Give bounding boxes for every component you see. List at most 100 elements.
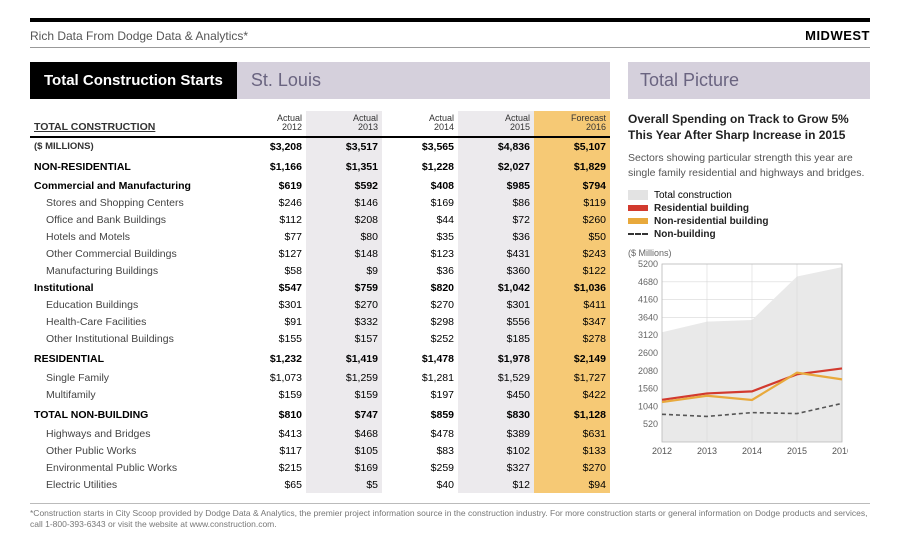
col-header-2015: Actual2015: [458, 111, 534, 137]
cell: $2,149: [534, 347, 610, 369]
row-label: Environmental Public Works: [30, 459, 230, 476]
cell: $105: [306, 442, 382, 459]
legend-swatch: [628, 205, 648, 211]
cell: $360: [458, 262, 534, 279]
legend-item: Non-residential building: [628, 216, 870, 227]
cell: $3,208: [230, 137, 306, 155]
table-row: Other Institutional Buildings$155$157$25…: [30, 330, 610, 347]
construction-table: TOTAL CONSTRUCTIONActual2012Actual2013 Ac…: [30, 111, 610, 493]
cell: $243: [534, 245, 610, 262]
svg-text:2016: 2016: [832, 446, 848, 456]
svg-text:2014: 2014: [742, 446, 762, 456]
row-label: Manufacturing Buildings: [30, 262, 230, 279]
cell: $112: [230, 211, 306, 228]
banner-title: Total Construction Starts: [30, 62, 237, 99]
cell: $270: [534, 459, 610, 476]
cell: $3,517: [306, 137, 382, 155]
cell: $411: [534, 296, 610, 313]
legend-swatch: [628, 233, 648, 235]
cell: $252: [382, 330, 458, 347]
cell: $1,042: [458, 279, 534, 296]
cell: $327: [458, 459, 534, 476]
legend-label: Non-building: [654, 229, 716, 240]
svg-text:1560: 1560: [638, 383, 658, 393]
cell: $44: [382, 211, 458, 228]
row-label: Multifamily: [30, 386, 230, 403]
svg-text:5200: 5200: [638, 260, 658, 269]
cell: $1,978: [458, 347, 534, 369]
legend-swatch: [628, 218, 648, 224]
legend-item: Total construction: [628, 190, 870, 201]
legend-label: Non-residential building: [654, 216, 768, 227]
row-label: RESIDENTIAL: [30, 347, 230, 369]
col-header-2016: Forecast2016: [534, 111, 610, 137]
cell: $3,565: [382, 137, 458, 155]
row-label: Other Institutional Buildings: [30, 330, 230, 347]
cell: $215: [230, 459, 306, 476]
row-label: Commercial and Manufacturing: [30, 177, 230, 194]
cell: $422: [534, 386, 610, 403]
cell: $102: [458, 442, 534, 459]
row-label: Electric Utilities: [30, 476, 230, 493]
svg-text:2012: 2012: [652, 446, 672, 456]
cell: $35: [382, 228, 458, 245]
cell: $9: [306, 262, 382, 279]
cell: $450: [458, 386, 534, 403]
cell: $431: [458, 245, 534, 262]
cell: $86: [458, 194, 534, 211]
cell: $208: [306, 211, 382, 228]
row-label: Other Commercial Buildings: [30, 245, 230, 262]
cell: $1,166: [230, 155, 306, 177]
legend-label: Residential building: [654, 203, 749, 214]
table-head-label: TOTAL CONSTRUCTION: [30, 111, 230, 137]
cell: $820: [382, 279, 458, 296]
svg-text:2013: 2013: [697, 446, 717, 456]
page: Rich Data From Dodge Data & Analytics* M…: [0, 0, 900, 540]
cell: $1,259: [306, 369, 382, 386]
cell: $547: [230, 279, 306, 296]
cell: $159: [230, 386, 306, 403]
cell: $985: [458, 177, 534, 194]
cell: $859: [382, 403, 458, 425]
cell: $1,829: [534, 155, 610, 177]
cell: $185: [458, 330, 534, 347]
cell: $556: [458, 313, 534, 330]
table-row: Single Family$1,073$1,259$1,281$1,529$1,…: [30, 369, 610, 386]
table-row: NON-RESIDENTIAL$1,166$1,351$1,228$2,027$…: [30, 155, 610, 177]
cell: $301: [230, 296, 306, 313]
cell: $1,419: [306, 347, 382, 369]
sidebar-headline: Overall Spending on Track to Grow 5% Thi…: [628, 111, 870, 143]
table-row: Other Commercial Buildings$127$148$123$4…: [30, 245, 610, 262]
sidebar-panel: Total Picture Overall Spending on Track …: [628, 62, 870, 493]
row-label: Highways and Bridges: [30, 425, 230, 442]
table-head: TOTAL CONSTRUCTIONActual2012Actual2013 Ac…: [30, 111, 610, 137]
cell: $133: [534, 442, 610, 459]
svg-text:4160: 4160: [638, 294, 658, 304]
cell: $117: [230, 442, 306, 459]
svg-text:4680: 4680: [638, 277, 658, 287]
table-row: Health-Care Facilities$91$332$298$556$34…: [30, 313, 610, 330]
cell: $1,128: [534, 403, 610, 425]
row-label: Hotels and Motels: [30, 228, 230, 245]
cell: $169: [382, 194, 458, 211]
cell: $80: [306, 228, 382, 245]
cell: $246: [230, 194, 306, 211]
table-row: Stores and Shopping Centers$246$146$169$…: [30, 194, 610, 211]
cell: $127: [230, 245, 306, 262]
row-label: Education Buildings: [30, 296, 230, 313]
col-header-2012: Actual2012: [230, 111, 306, 137]
table-row: Office and Bank Buildings$112$208$44$72$…: [30, 211, 610, 228]
svg-text:3640: 3640: [638, 312, 658, 322]
cell: $1,228: [382, 155, 458, 177]
cell: $91: [230, 313, 306, 330]
svg-text:1040: 1040: [638, 401, 658, 411]
table-row: Commercial and Manufacturing$619$592$408…: [30, 177, 610, 194]
row-label: Other Public Works: [30, 442, 230, 459]
col-header-2013: Actual2013: [306, 111, 382, 137]
row-label: ($ Millions): [30, 137, 230, 155]
svg-text:520: 520: [643, 419, 658, 429]
legend-swatch: [628, 190, 648, 200]
cell: $468: [306, 425, 382, 442]
cell: $94: [534, 476, 610, 493]
svg-text:2600: 2600: [638, 348, 658, 358]
